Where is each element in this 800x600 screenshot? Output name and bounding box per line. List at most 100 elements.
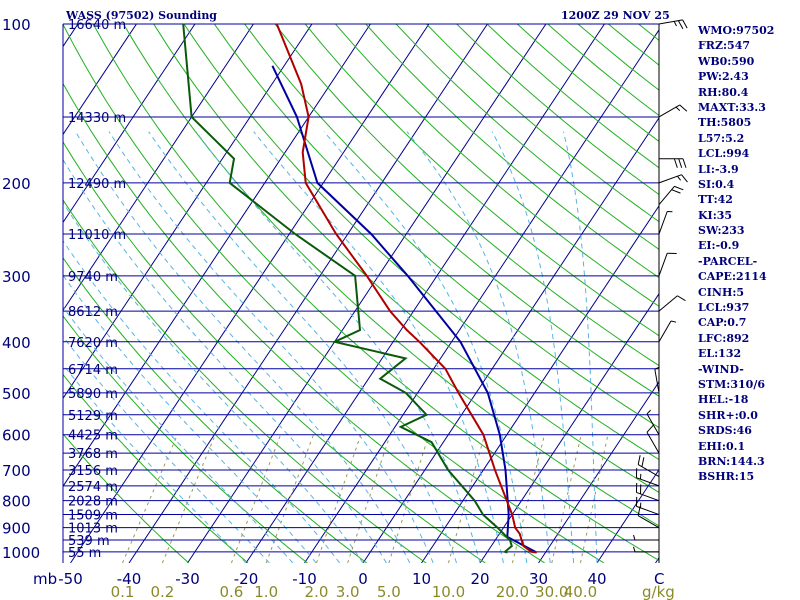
pressure-axis-label: mb [33, 570, 57, 588]
isotherm-line [245, 24, 605, 563]
index-row: PW:2.43 [698, 70, 749, 84]
isotherm-line [70, 24, 430, 563]
mixing-ratio-axis-label: g/kg [642, 583, 675, 600]
index-row: WMO:97502 [698, 24, 775, 37]
index-row: EHI:0.1 [698, 439, 746, 453]
pressure-tick-label: 700 [2, 462, 31, 480]
wind-barb [658, 320, 677, 343]
mixing-ratio-line [511, 434, 545, 563]
height-label: 6714 m [68, 363, 118, 378]
dry-adiabat-line [335, 24, 659, 307]
isotherm-line [63, 24, 313, 400]
pressure-tick-label: 800 [2, 493, 31, 511]
index-row: MAXT:33.3 [698, 100, 766, 114]
pressure-tick-label: 300 [2, 268, 31, 286]
moist-adiabat-line [195, 131, 481, 563]
temperature-tick-label: -10 [292, 570, 317, 588]
wind-barb [635, 482, 660, 502]
height-label: 2574 m [68, 480, 118, 495]
mixing-ratio-line [447, 434, 486, 563]
height-label: 7620 m [68, 336, 118, 351]
dry-adiabat-line [63, 315, 308, 563]
isotherm-line [362, 116, 659, 563]
height-label: 9740 m [68, 270, 118, 285]
wind-barb [646, 424, 660, 454]
index-row: -PARCEL- [698, 254, 758, 268]
isotherm-line [128, 24, 488, 563]
mixing-ratio-label: 5.0 [377, 583, 401, 600]
index-row: KI:35 [698, 208, 733, 222]
isotherm-line [596, 468, 659, 563]
mixing-ratio-label: 0.2 [150, 583, 174, 600]
mixing-ratio-line [388, 434, 430, 563]
index-row: TH:5805 [698, 116, 752, 130]
temperature-tick-label: 40 [587, 570, 606, 588]
index-row: HEL:-18 [698, 393, 749, 407]
isotherm-line [63, 24, 137, 136]
moist-adiabat-line [63, 335, 270, 563]
moist-adiabat-line [406, 131, 551, 563]
index-row: FRZ:547 [698, 39, 751, 53]
isotherm-line [63, 24, 254, 312]
mixing-ratio-label: 0.1 [111, 583, 135, 600]
wind-barb [633, 546, 659, 553]
index-row: BRN:144.3 [698, 454, 765, 468]
mixing-ratio-label: 10.0 [432, 583, 465, 600]
mixing-ratio-label: 1.0 [254, 583, 278, 600]
height-label: 8612 m [68, 305, 118, 320]
moist-adiabat-line [253, 131, 504, 563]
wind-barb [637, 455, 660, 477]
wind-barb [658, 104, 688, 118]
index-row: STM:310/6 [698, 377, 765, 391]
dry-adiabat-line [274, 24, 659, 367]
height-label: 5129 m [68, 409, 118, 424]
dry-adiabat-line [92, 24, 659, 562]
height-label: 11010 m [68, 228, 126, 243]
wind-barb [658, 295, 686, 312]
height-label: 1509 m [68, 509, 118, 524]
mixing-ratio-line [347, 434, 391, 563]
temperature-tick-label: -30 [175, 570, 200, 588]
height-label: 12490 m [68, 177, 126, 192]
dry-adiabat-line [365, 24, 659, 279]
moist-adiabat-line [63, 363, 247, 563]
height-label: 1013 m [68, 522, 118, 537]
mixing-ratio-label: 2.0 [305, 583, 329, 600]
parcel-profile-line [271, 65, 538, 554]
isotherm-line [0, 24, 19, 563]
indices-panel: WMO:97502 FRZ:547 WB0:590 PW:2.43 RH:80.4 MAX… [698, 23, 800, 485]
index-row: SI:0.4 [698, 177, 735, 191]
wind-barb [658, 210, 673, 235]
index-row: LI:-3.9 [698, 162, 739, 176]
temperature-axis-label: C [654, 570, 664, 588]
temperature-profile-line [275, 24, 537, 554]
dry-adiabat-line [183, 24, 659, 461]
temperature-tick-label: -50 [58, 570, 83, 588]
height-label: 5890 m [68, 387, 118, 402]
index-row: WB0:590 [698, 54, 755, 68]
mixing-ratio-label: 3.0 [336, 583, 360, 600]
dry-adiabat-line [63, 373, 249, 563]
temperature-tick-label: 10 [412, 570, 431, 588]
height-label: 14330 m [68, 111, 126, 126]
wind-barb [654, 366, 660, 394]
dry-adiabat-line [304, 24, 659, 337]
moist-adiabat-line [148, 131, 458, 563]
wind-barb [658, 185, 684, 206]
height-label: 16640 m [68, 18, 126, 33]
mixing-ratio-label: 0.6 [219, 583, 243, 600]
index-row: SHR+:0.0 [698, 408, 758, 422]
index-row: LCL:994 [698, 147, 750, 161]
moist-adiabat-line [491, 131, 575, 563]
mixing-ratio-line [161, 434, 216, 563]
mixing-ratio-line [122, 434, 178, 563]
pressure-tick-label: 500 [2, 385, 31, 403]
moist-adiabat-line [563, 131, 598, 563]
wind-barbs [633, 19, 688, 553]
dewpoint-profile-line [182, 24, 513, 554]
pressure-tick-label: 400 [2, 334, 31, 352]
dry-adiabat-line [153, 24, 659, 493]
height-label: 2028 m [68, 495, 118, 510]
wind-barb [658, 19, 688, 30]
